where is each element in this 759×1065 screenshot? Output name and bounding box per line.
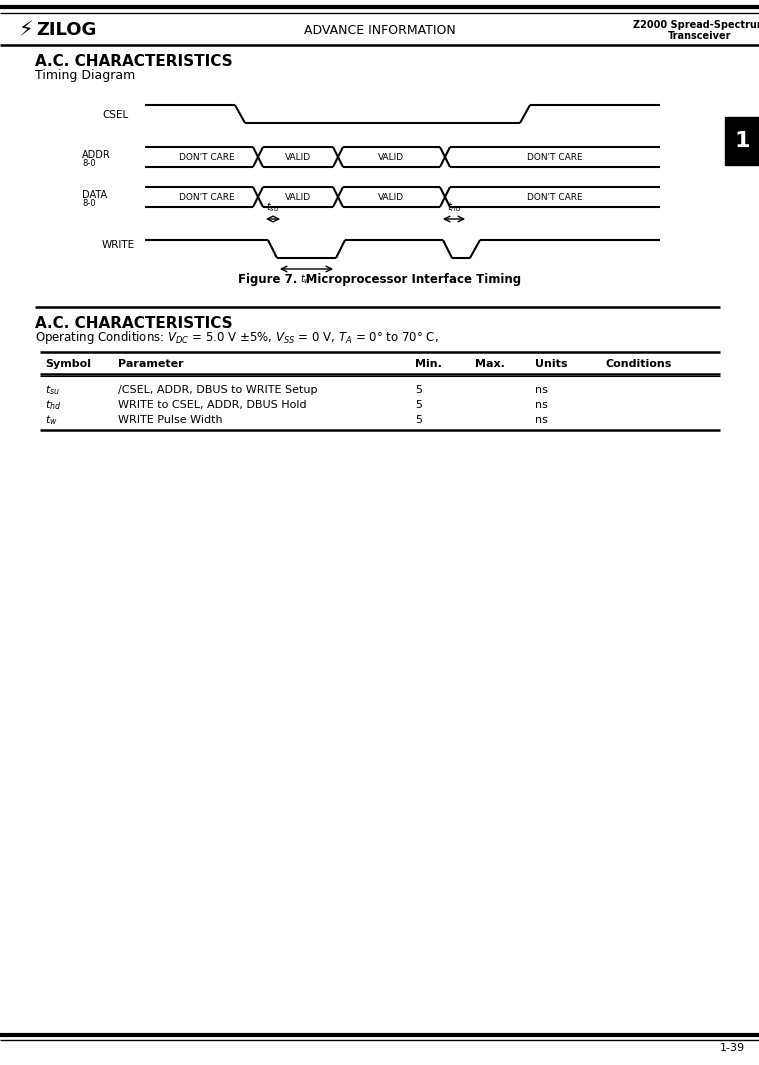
Text: $t_w$: $t_w$ (45, 413, 58, 427)
Text: $t_{hd}$: $t_{hd}$ (45, 398, 61, 412)
Text: 5: 5 (415, 386, 422, 395)
Text: CSEL: CSEL (102, 110, 128, 120)
Text: DATA: DATA (82, 190, 107, 200)
Text: VALID: VALID (285, 193, 311, 201)
Text: Transceiver: Transceiver (668, 31, 732, 40)
Text: ADDR: ADDR (82, 150, 111, 160)
Text: VALID: VALID (285, 152, 311, 162)
Text: 8-0: 8-0 (82, 160, 96, 168)
Text: DON'T CARE: DON'T CARE (179, 193, 235, 201)
Text: 8-0: 8-0 (82, 199, 96, 209)
Text: Conditions: Conditions (605, 359, 672, 368)
Text: ns: ns (535, 415, 548, 425)
Text: DON'T CARE: DON'T CARE (179, 152, 235, 162)
Text: 1: 1 (734, 131, 750, 151)
Text: $t_{su}$: $t_{su}$ (266, 200, 279, 214)
Text: WRITE Pulse Width: WRITE Pulse Width (118, 415, 222, 425)
Text: Max.: Max. (475, 359, 505, 368)
Text: $t_w$: $t_w$ (301, 272, 312, 285)
Text: VALID: VALID (378, 193, 404, 201)
Text: /CSEL, ADDR, DBUS to WRITE Setup: /CSEL, ADDR, DBUS to WRITE Setup (118, 386, 317, 395)
Text: Symbol: Symbol (45, 359, 91, 368)
Text: DON'T CARE: DON'T CARE (528, 152, 583, 162)
Text: Figure 7.  Microprocessor Interface Timing: Figure 7. Microprocessor Interface Timin… (238, 274, 521, 286)
Text: 1-39: 1-39 (720, 1043, 745, 1053)
Text: WRITE: WRITE (102, 240, 135, 250)
Text: Timing Diagram: Timing Diagram (35, 69, 135, 82)
Text: A.C. CHARACTERISTICS: A.C. CHARACTERISTICS (35, 315, 232, 330)
Text: Units: Units (535, 359, 568, 368)
Text: ns: ns (535, 386, 548, 395)
Text: ZILOG: ZILOG (36, 21, 96, 39)
Text: $t_{su}$: $t_{su}$ (45, 383, 60, 397)
Text: 5: 5 (415, 400, 422, 410)
Bar (725, 117, 759, 165)
Text: WRITE to CSEL, ADDR, DBUS Hold: WRITE to CSEL, ADDR, DBUS Hold (118, 400, 307, 410)
Text: 5: 5 (415, 415, 422, 425)
Text: Z2000 Spread-Spectrum: Z2000 Spread-Spectrum (633, 20, 759, 30)
Text: Min.: Min. (415, 359, 442, 368)
Text: Parameter: Parameter (118, 359, 184, 368)
Text: VALID: VALID (378, 152, 404, 162)
Text: ⚡: ⚡ (18, 20, 33, 40)
Text: $t_{hd}$: $t_{hd}$ (447, 200, 461, 214)
Text: ADVANCE INFORMATION: ADVANCE INFORMATION (304, 23, 456, 36)
Text: ns: ns (535, 400, 548, 410)
Text: DON'T CARE: DON'T CARE (528, 193, 583, 201)
Text: Operating Conditions: $V_{DC}$ = 5.0 V $\pm$5%, $V_{SS}$ = 0 V, $T_A$ = 0° to 70: Operating Conditions: $V_{DC}$ = 5.0 V $… (35, 329, 439, 346)
Text: A.C. CHARACTERISTICS: A.C. CHARACTERISTICS (35, 54, 232, 69)
